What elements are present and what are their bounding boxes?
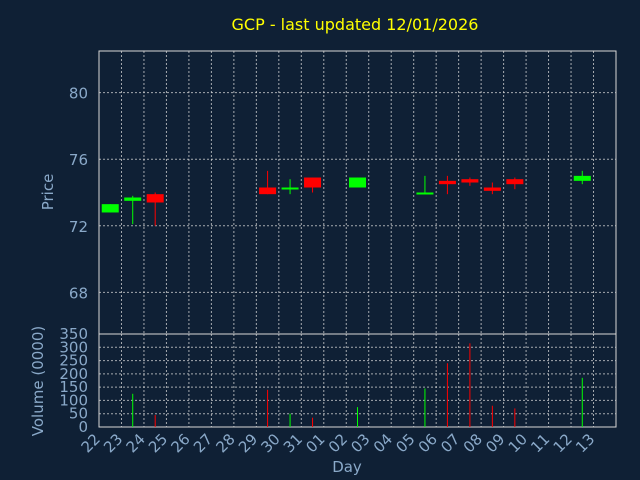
candle-body (506, 179, 524, 185)
candle-body (259, 187, 277, 195)
candle-body (573, 175, 591, 181)
price-panel: 68 72 76 80 (69, 50, 617, 335)
candle-body (124, 197, 142, 201)
price-tick-label: 72 (69, 218, 88, 236)
chart-title: GCP - last updated 12/01/2026 (232, 15, 479, 34)
price-tick-label: 80 (69, 85, 88, 103)
candle-body (438, 180, 456, 185)
day-axis: 2223242526272829303101020304050607080910… (78, 430, 599, 456)
volume-tick-label: 0 (78, 418, 88, 436)
volume-tick-label: 100 (59, 391, 88, 409)
candle-body (416, 192, 434, 195)
candle-body (304, 177, 322, 188)
price-tick-label: 76 (69, 151, 88, 169)
candle-body (146, 194, 164, 203)
candle-body (349, 177, 366, 188)
candle-body (483, 187, 501, 191)
volume-tick-label: 250 (59, 352, 88, 370)
candle-body (101, 204, 119, 213)
volume-tick-label: 50 (69, 405, 88, 423)
volume-tick-label: 300 (59, 338, 88, 356)
day-axis-label: Day (332, 458, 362, 476)
volume-tick-label: 150 (59, 378, 88, 396)
price-axis-label: Price (39, 174, 57, 211)
volume-axis-label: Volume (0000) (29, 326, 47, 436)
volume-tick-label: 350 (59, 325, 88, 343)
price-panel-frame (98, 50, 617, 335)
volume-tick-label: 200 (59, 365, 88, 383)
day-tick-label: 13 (572, 430, 598, 456)
price-tick-label: 68 (69, 284, 88, 302)
candle-body (281, 187, 299, 190)
candle-body (461, 179, 479, 183)
